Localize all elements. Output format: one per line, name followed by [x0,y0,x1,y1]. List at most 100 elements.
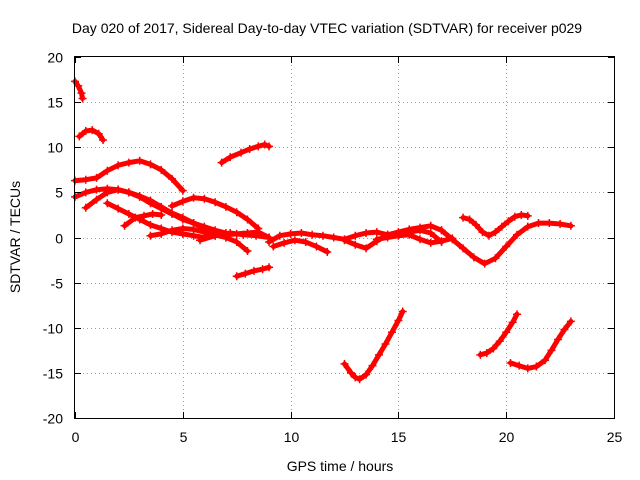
data-point [476,350,485,359]
data-point [517,210,526,219]
data-point [265,263,274,272]
data-point [245,145,254,154]
data-point [329,233,338,242]
data-point [312,242,321,251]
data-point [99,136,108,145]
data-point [265,238,274,247]
data-point [381,339,390,348]
data-point [178,197,187,206]
data-point [178,224,187,233]
data-point [92,195,101,204]
data-point [340,359,349,368]
data-point [308,230,317,239]
data-point [217,158,226,167]
series-arc-14 [269,236,332,256]
data-point [168,226,177,235]
data-point [88,126,97,135]
data-point [189,225,198,234]
y-axis-label: SDTVAR / TECUs [7,181,23,293]
data-point [489,344,498,353]
data-point [415,223,424,232]
data-point [200,228,209,237]
data-point [478,228,487,237]
data-point [103,166,112,175]
data-point [92,185,101,194]
series-arc-1 [71,77,87,103]
series-arc-20 [476,310,521,359]
data-point [74,81,83,90]
x-axis-label: GPS time / hours [287,458,394,474]
data-point [114,161,123,170]
data-point [290,236,299,245]
series-arc-12 [217,140,274,167]
series-trace [342,223,444,251]
series-arc-3 [71,156,187,195]
plot-frame [74,56,615,419]
data-point [437,237,446,246]
data-point [495,337,504,346]
data-point [547,346,556,355]
data-point [491,228,500,237]
data-point [512,230,521,239]
series-arc-11 [232,263,274,281]
data-point [131,213,140,222]
data-point [318,231,327,240]
data-point [415,235,424,244]
x-tick-label: 15 [391,429,407,445]
data-point [515,361,524,370]
series-trace [477,311,520,358]
data-point [196,236,205,245]
data-point [465,215,474,224]
series-arc-4 [71,184,252,256]
y-tick-label: 0 [55,231,63,247]
data-point [168,201,177,210]
data-point [426,238,435,247]
data-point [512,310,521,319]
data-point [124,210,133,219]
data-point [77,89,86,98]
data-point [120,221,129,230]
data-point [252,231,261,240]
data-point [491,254,500,263]
data-point [351,231,360,240]
data-point [275,231,284,240]
y-tick-label: -10 [43,321,63,337]
data-point [249,266,258,275]
data-point [124,188,133,197]
data-point [146,160,155,169]
data-point [362,244,371,253]
data-point [254,224,263,233]
y-tick-label: -5 [51,276,64,292]
y-tick-label: 20 [47,50,63,66]
data-point [226,228,235,237]
x-tick-label: 25 [607,429,623,445]
x-tick-label: 10 [284,429,300,445]
data-point [484,231,493,240]
data-point [157,165,166,174]
data-point [459,213,468,222]
data-point [448,235,457,244]
data-point [362,370,371,379]
axis-ticks: 0 5 10 15 20 25 -20 -15 -10 -5 0 5 10 15 20 [43,50,623,446]
data-point [566,221,575,230]
data-point [323,247,332,256]
data-point [260,140,269,149]
data-point [502,328,511,337]
data-point [368,361,377,370]
data-point [103,199,112,208]
data-point [81,203,90,212]
data-point [146,220,155,229]
data-point [178,215,187,224]
x-tick-label: 20 [499,429,515,445]
data-point [269,242,278,251]
y-tick-label: 5 [55,185,63,201]
series-arc-18 [459,210,532,240]
data-point [148,210,157,219]
x-tick-label: 0 [72,429,80,445]
data-point [280,238,289,247]
data-point [504,217,513,226]
data-point [482,349,491,358]
data-point [157,210,166,219]
data-point [297,228,306,237]
y-tick-label: 10 [47,140,63,156]
